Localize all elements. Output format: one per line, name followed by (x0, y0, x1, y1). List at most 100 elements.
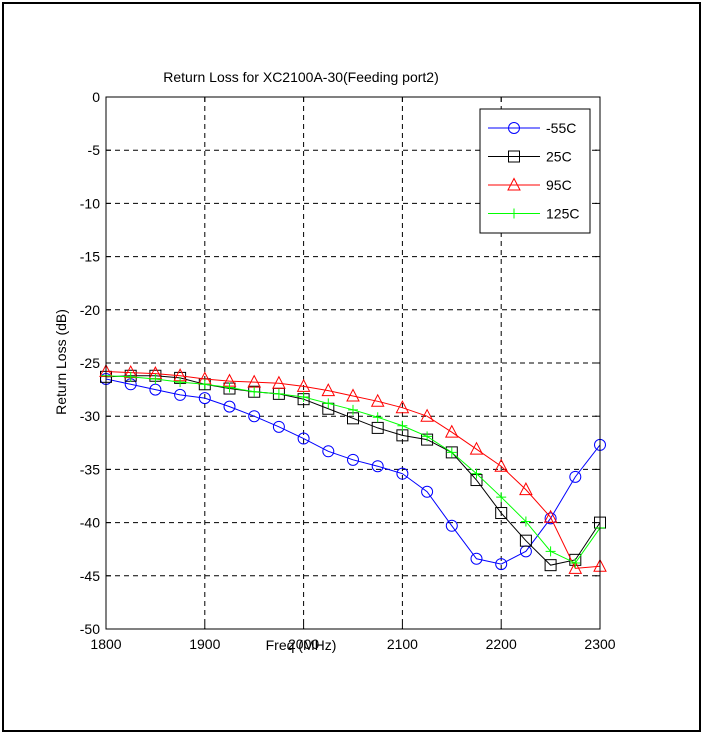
data-point (371, 460, 384, 473)
data-point (397, 420, 408, 431)
series--55C (100, 372, 606, 571)
data-point (247, 374, 262, 388)
data-point (175, 377, 186, 388)
x-tick-label: 2100 (387, 636, 418, 652)
x-tick-label: 2200 (486, 636, 517, 652)
y-tick-label: -15 (80, 249, 100, 265)
data-point (323, 398, 334, 409)
data-point (198, 392, 211, 405)
data-point (544, 559, 557, 572)
legend-marker (508, 122, 520, 134)
data-point (298, 392, 309, 403)
data-point (297, 432, 310, 445)
data-point (469, 441, 484, 455)
series-line (105, 378, 601, 565)
legend-label: 125C (546, 206, 579, 222)
data-point (495, 558, 508, 571)
data-point (248, 410, 261, 423)
data-point (321, 383, 336, 397)
return-loss-chart: Return Loss for XC2100A-30(Feeding port2… (53, 69, 616, 653)
y-tick-label: -50 (80, 621, 100, 637)
data-point (520, 516, 531, 527)
y-axis-label: Return Loss (dB) (53, 309, 69, 415)
data-point (273, 388, 284, 399)
series-125C (101, 370, 605, 569)
data-point (396, 467, 409, 480)
series-layer (99, 363, 607, 574)
data-point (495, 507, 508, 520)
data-point (446, 447, 457, 458)
data-point (445, 519, 458, 532)
data-point (346, 388, 360, 402)
data-point (372, 412, 383, 423)
series-95C (99, 363, 607, 574)
y-tick-label: -20 (80, 302, 100, 318)
legend-marker (509, 208, 519, 219)
x-tick-label: 2000 (288, 636, 319, 652)
data-point (570, 558, 581, 569)
tick-labels: 1800 1900 2000 2100 2200 2300 0 -5 -10 -15 -20 -25 -… (80, 89, 616, 652)
x-tick-label: 1800 (90, 636, 121, 652)
data-point (496, 492, 507, 503)
legend-item: 25C (488, 149, 572, 165)
data-point (199, 379, 210, 390)
data-point (471, 468, 482, 479)
data-point (444, 424, 459, 438)
legend-box (479, 108, 591, 234)
data-point (568, 560, 583, 574)
chart-title: Return Loss for XC2100A-30(Feeding port2… (163, 69, 438, 85)
data-point (420, 408, 434, 422)
data-point (174, 388, 187, 401)
data-point (272, 420, 285, 433)
legend-label: 25C (546, 149, 572, 165)
y-tick-label: -35 (80, 461, 100, 477)
data-point (224, 382, 235, 393)
plot-area-border (105, 96, 601, 630)
data-point (545, 546, 556, 557)
data-point (371, 421, 384, 434)
data-point (348, 404, 358, 415)
y-tick-label: -10 (80, 195, 100, 211)
y-tick-label: -40 (80, 515, 100, 531)
y-tick-label: -45 (80, 568, 100, 584)
data-point (544, 512, 557, 525)
y-tick-label: -25 (80, 355, 100, 371)
data-point (347, 453, 359, 466)
series-line (105, 375, 601, 566)
data-point (421, 485, 434, 498)
data-point (470, 552, 483, 565)
series-25C (100, 369, 606, 572)
legend-label: 95C (546, 177, 572, 193)
y-tick-label: -30 (80, 408, 100, 424)
data-point (445, 446, 458, 459)
legend-item: 95C (488, 177, 572, 193)
legend-item: -55C (488, 120, 576, 136)
y-tick-label: -5 (88, 142, 101, 158)
data-point (494, 458, 509, 472)
data-point (519, 482, 533, 496)
data-point (569, 470, 582, 483)
data-point (322, 445, 335, 458)
data-point (149, 383, 162, 396)
data-point (150, 373, 161, 384)
data-point (519, 534, 532, 547)
x-axis-label: Freq (MHz) (266, 637, 337, 653)
legend-marker (507, 177, 521, 191)
x-tick-label: 1900 (189, 636, 220, 652)
data-point (223, 400, 236, 413)
legend-label: -55C (546, 120, 576, 136)
grid (105, 96, 601, 630)
data-point (125, 371, 136, 382)
data-point (296, 378, 311, 392)
y-tick-label: 0 (92, 89, 100, 105)
data-point (249, 386, 260, 397)
legend: -55C 25C 95C 125C (479, 108, 591, 234)
legend-marker (508, 150, 520, 163)
data-point (422, 431, 433, 442)
series-line (105, 371, 601, 569)
legend-item: 125C (488, 206, 579, 222)
data-point (272, 375, 286, 389)
x-tick-label: 2300 (584, 636, 615, 652)
data-point (543, 509, 558, 523)
